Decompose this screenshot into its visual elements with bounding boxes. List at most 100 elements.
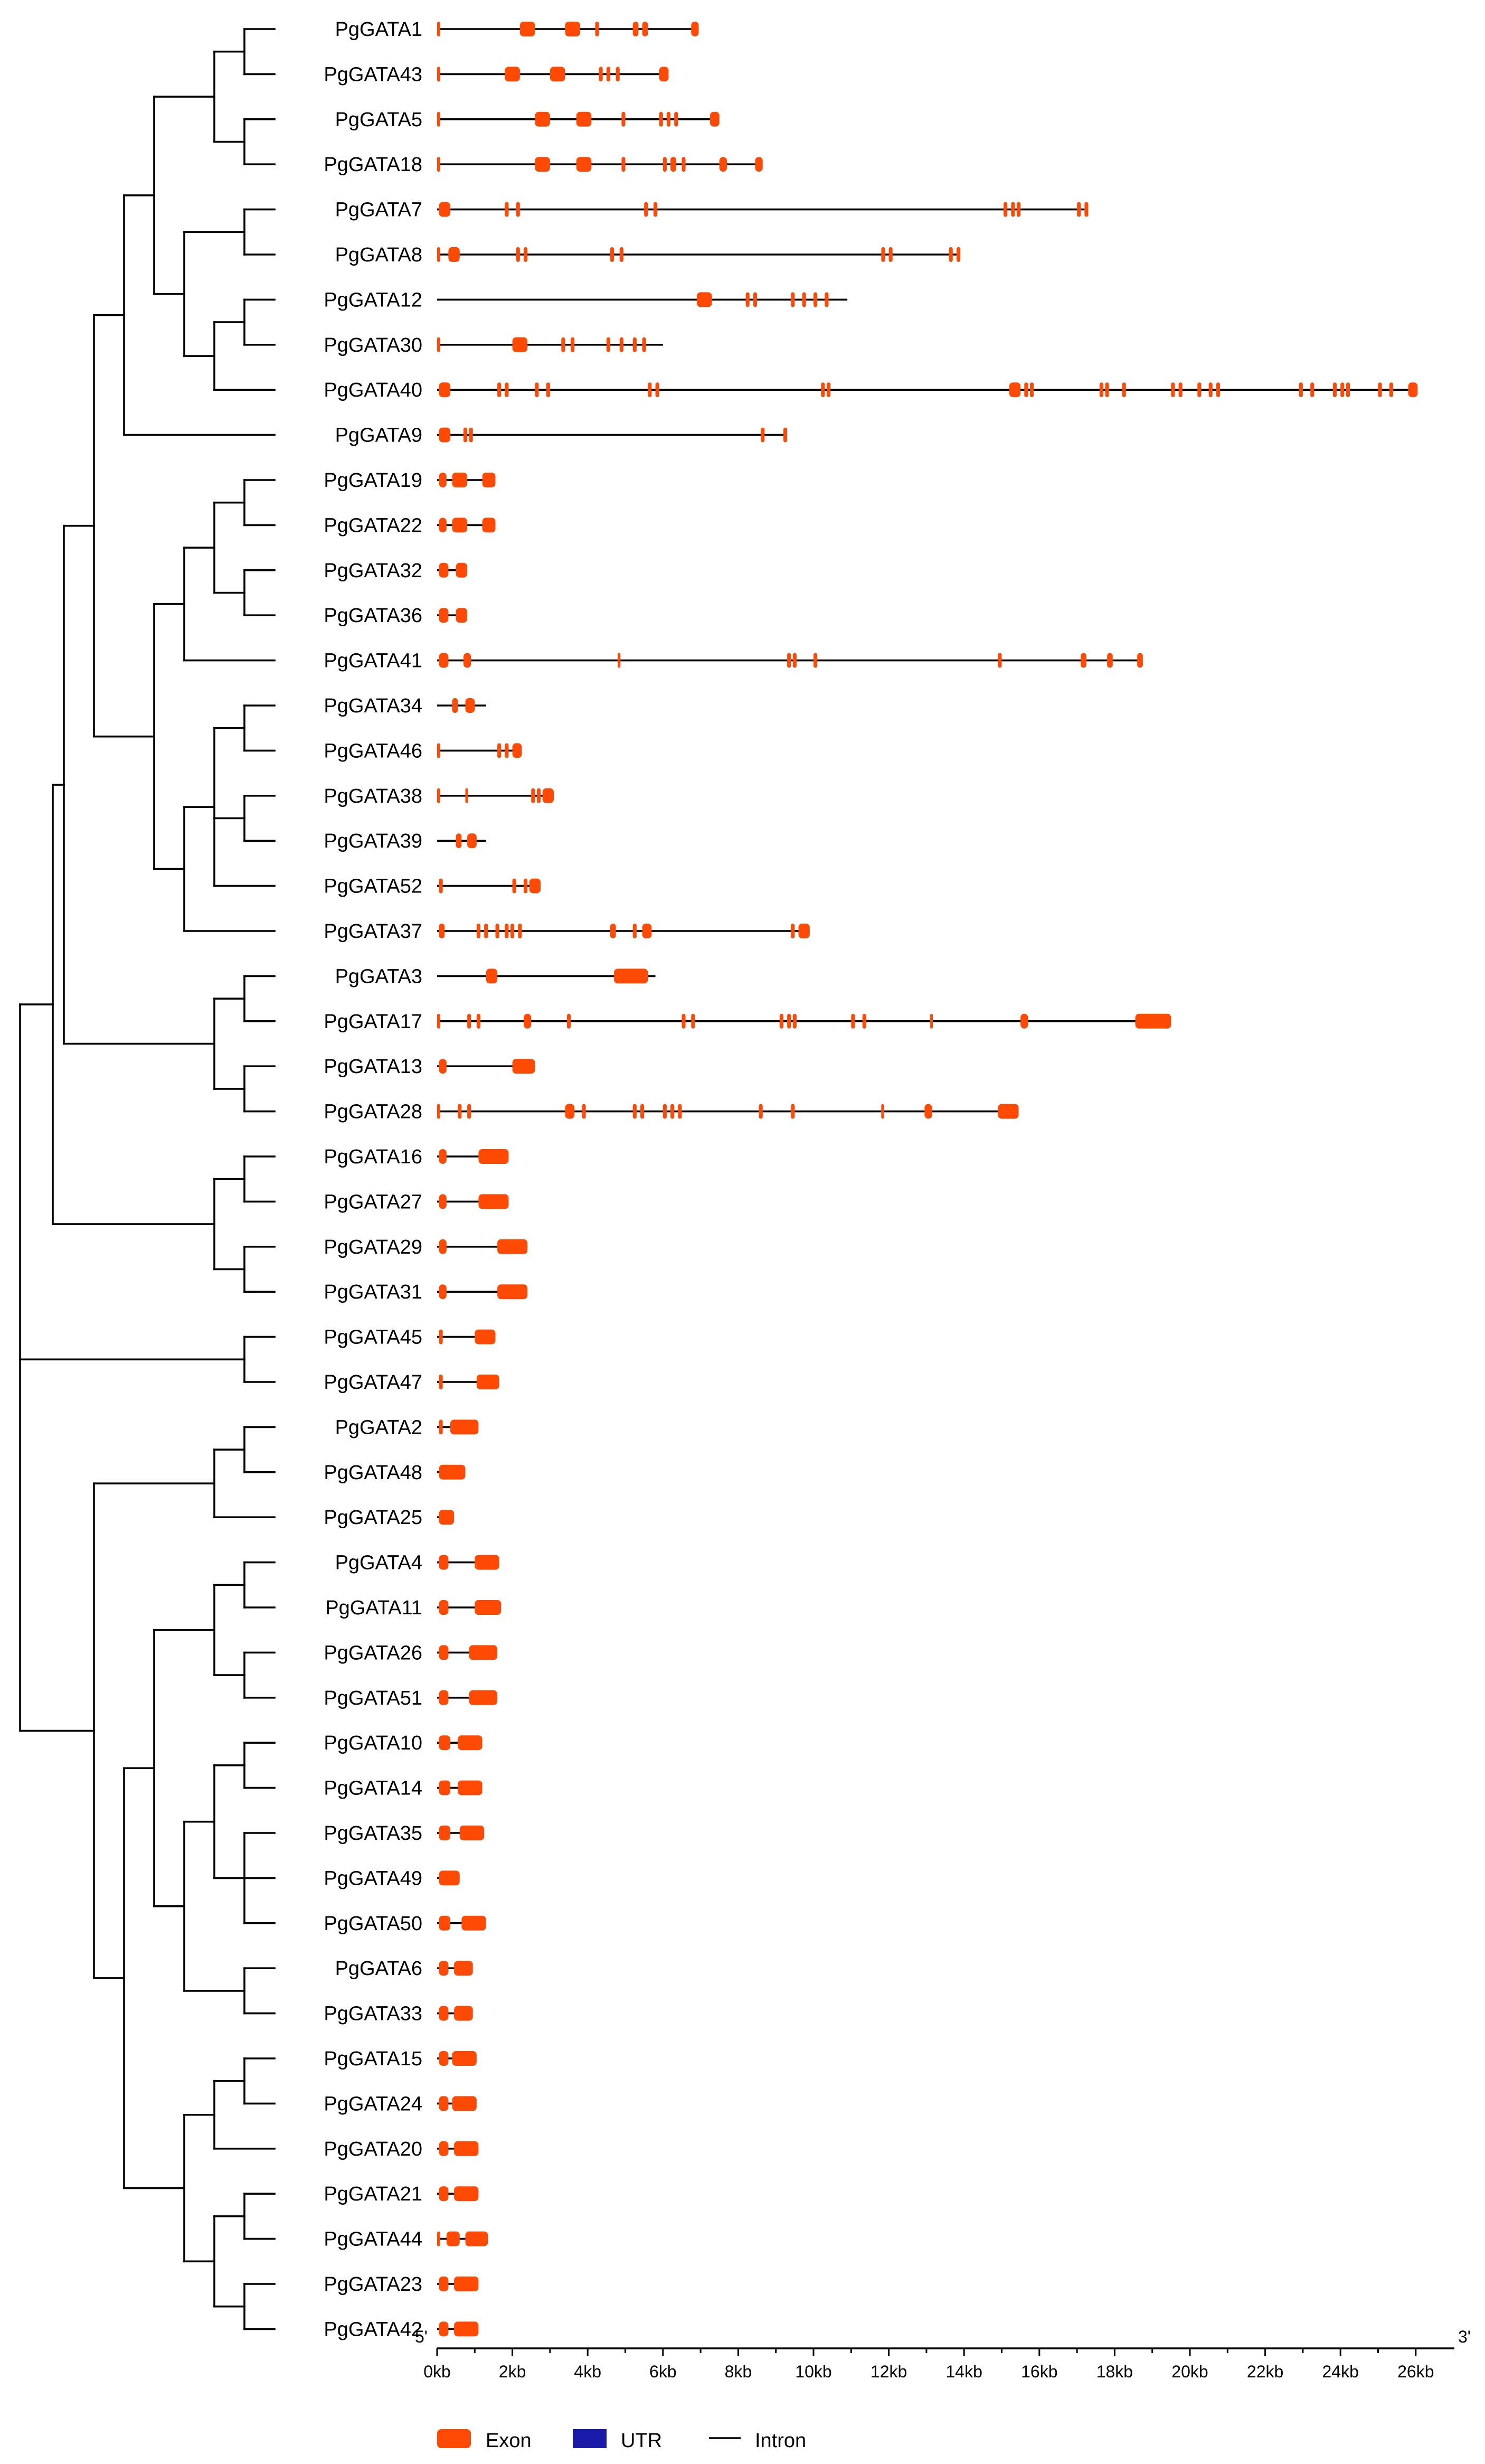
- exon: [439, 382, 450, 398]
- gene-structure: [437, 2231, 488, 2246]
- gene-structure: [437, 1464, 466, 1480]
- exon: [783, 427, 788, 443]
- gene-label: PgGATA16: [324, 1146, 422, 1168]
- axis-tick-label: 18kb: [1096, 2362, 1133, 2381]
- exon: [1408, 382, 1418, 398]
- exon: [439, 427, 450, 443]
- exon: [469, 1645, 498, 1660]
- axis-tick-label: 2kb: [499, 2362, 526, 2381]
- exon: [956, 247, 961, 262]
- exon: [448, 247, 460, 262]
- gene-structure: [437, 2006, 473, 2021]
- gene-label: PgGATA35: [324, 1822, 422, 1845]
- exon: [454, 2186, 479, 2202]
- exon: [632, 1104, 637, 1119]
- exon: [439, 1555, 449, 1570]
- exon: [1346, 382, 1350, 398]
- exon: [439, 1870, 460, 1886]
- axis-tick-label: 10kb: [795, 2362, 831, 2381]
- exon: [512, 878, 516, 894]
- gene-structure: [437, 1059, 535, 1074]
- exon: [437, 2231, 440, 2246]
- gene-structure: [437, 1870, 460, 1886]
- exon: [670, 157, 676, 172]
- gene-structure: [437, 608, 468, 623]
- exon: [1084, 202, 1089, 217]
- gene-structure: [437, 1284, 528, 1300]
- exon: [439, 1375, 443, 1389]
- exon: [439, 1149, 447, 1164]
- exon: [497, 1284, 528, 1300]
- exon: [1389, 382, 1394, 398]
- gene-label: PgGATA39: [324, 830, 422, 852]
- exon: [682, 1013, 686, 1029]
- exon: [439, 2051, 449, 2066]
- exon: [482, 518, 496, 533]
- exon: [478, 1149, 509, 1164]
- gene-label: PgGATA28: [324, 1101, 422, 1123]
- exon: [505, 743, 509, 758]
- exon: [529, 878, 541, 894]
- axis-ticks: 0kb 2kb 4kb 6kb 8kb 10kb 12kb 14kb 16kb 18kb 20kb 2…: [423, 2348, 1434, 2381]
- exon: [640, 1104, 645, 1119]
- exon: [674, 111, 678, 127]
- exon: [452, 518, 468, 533]
- exon: [595, 22, 599, 36]
- exon: [437, 337, 440, 352]
- gene-label: PgGATA31: [324, 1281, 422, 1303]
- gene-label: PgGATA10: [324, 1732, 422, 1754]
- gene-structure: [437, 1104, 1019, 1119]
- exon: [546, 382, 550, 398]
- exon: [458, 1104, 462, 1119]
- gene-structure: [437, 22, 699, 36]
- exon: [814, 653, 818, 668]
- gene-structure: [437, 157, 763, 172]
- exon: [1017, 202, 1021, 217]
- exon: [450, 1419, 479, 1435]
- exon: [454, 2006, 473, 2021]
- exon: [998, 1104, 1019, 1119]
- gene-label: PgGATA9: [335, 425, 422, 447]
- exon: [516, 202, 520, 217]
- gene-label: PgGATA32: [324, 560, 422, 582]
- exon: [619, 337, 623, 352]
- axis-tick-label: 24kb: [1322, 2362, 1359, 2381]
- exon: [655, 382, 659, 398]
- legend-utr-label: UTR: [621, 2430, 662, 2452]
- exon: [610, 924, 616, 938]
- exon: [798, 924, 810, 938]
- gene-structure: [437, 698, 486, 713]
- exon: [439, 2096, 449, 2111]
- exon: [1310, 382, 1314, 398]
- exon: [663, 157, 667, 172]
- exon: [659, 111, 663, 127]
- axis-tick-label: 16kb: [1021, 2362, 1057, 2381]
- exon: [439, 2186, 449, 2202]
- exon: [437, 67, 440, 82]
- exon: [606, 67, 610, 82]
- exon: [439, 1645, 449, 1660]
- exon: [475, 1329, 496, 1344]
- exon: [1099, 382, 1104, 398]
- gene-label: PgGATA33: [324, 2003, 422, 2025]
- gene-structure: [437, 427, 788, 443]
- gene-label: PgGATA46: [324, 740, 422, 762]
- exon: [452, 698, 458, 713]
- exon: [467, 1013, 471, 1029]
- exon: [512, 337, 528, 352]
- legend-exon-swatch: [437, 2429, 471, 2448]
- gene-label: PgGATA13: [324, 1056, 422, 1078]
- exon: [1340, 382, 1345, 398]
- exon: [465, 2231, 488, 2246]
- phylogenetic-tree: [19, 28, 276, 2330]
- exon: [439, 2141, 449, 2156]
- exon: [475, 1555, 499, 1570]
- exon: [463, 427, 468, 443]
- exon: [497, 743, 502, 758]
- gene-structure: [437, 2096, 477, 2111]
- gene-label: PgGATA6: [335, 1958, 422, 1980]
- three-prime-label: 3': [1458, 2327, 1471, 2346]
- gene-structure: [437, 337, 663, 352]
- legend-intron-label: Intron: [755, 2430, 806, 2452]
